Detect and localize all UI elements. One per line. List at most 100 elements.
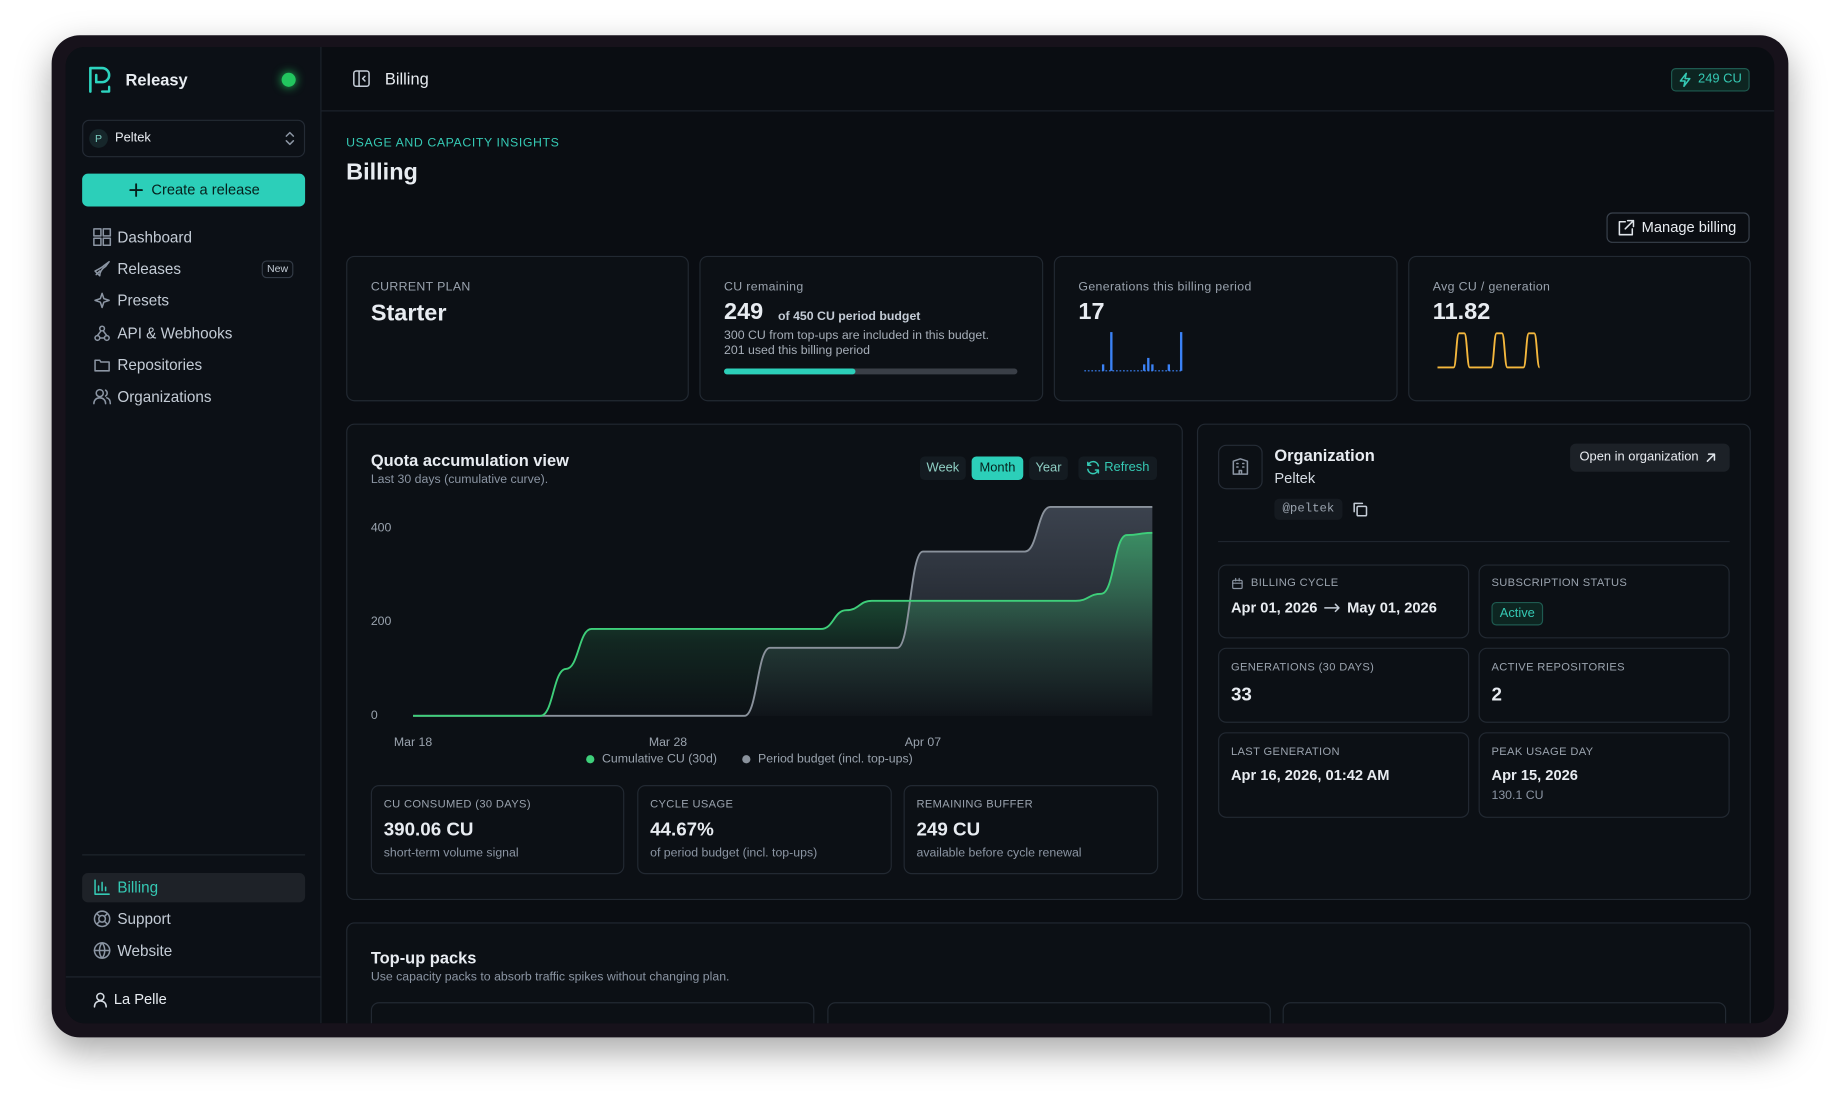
y-tick-label: 400 [371,520,392,534]
metric-note: short-term volume signal [383,845,519,860]
nav-item[interactable]: Website [117,941,173,960]
avg-sparkline [1437,332,1541,369]
support-icon [93,910,111,928]
page-title: Billing [346,159,418,186]
info-card [1218,732,1470,818]
refresh-icon [1087,460,1100,475]
create-release-button[interactable] [82,173,306,207]
x-tick-label: Mar 28 [649,735,687,749]
info-card [1478,647,1730,723]
org-icon-box [1218,444,1263,490]
status-badge: Active [1491,601,1544,626]
progress-fill [724,368,856,375]
refresh-button[interactable] [1078,456,1158,480]
stat-note: 300 CU from top-ups are included in this… [724,328,990,343]
external-icon [1618,219,1635,236]
arrow-up-right-icon [1706,453,1716,462]
bar [1110,332,1113,371]
metric-note: available before cycle renewal [916,845,1082,860]
legend-swatch [586,755,595,764]
brand: Releasy [125,70,188,90]
calendar-icon [1232,577,1243,590]
manage-billing-button[interactable] [1606,212,1750,243]
open-org-label: Open in organization [1579,450,1699,465]
info-label: SUBSCRIPTION STATUS [1491,576,1628,590]
webhooks-icon [94,325,110,342]
info-value: Apr 16, 2026, 01:42 AM [1230,767,1390,784]
chevron-icon [285,131,295,146]
info-value: 2 [1491,685,1502,706]
separator [1218,540,1730,543]
bar [1167,364,1171,371]
user-name[interactable]: La Pelle [113,991,167,1008]
website-icon [93,942,111,959]
range-tab[interactable]: Year [1029,456,1068,480]
range-tab[interactable]: Week [919,456,966,480]
stat-value: 249 [724,299,764,326]
area-fill [413,532,1153,716]
nav-item[interactable]: Dashboard [117,228,192,246]
presets-icon [94,292,110,309]
credits-badge [1671,68,1750,92]
info-label: BILLING CYCLE [1250,576,1339,590]
legend-label: Cumulative CU (30d) [602,751,717,765]
spark-line [1437,332,1541,369]
topup-card[interactable] [827,1002,1271,1024]
metric-label: REMAINING BUFFER [916,798,1033,812]
remaining-card [699,255,1044,402]
nav-item[interactable]: Billing [117,878,159,896]
info-card [1478,732,1730,818]
info-note: 130.1 CU [1491,788,1544,803]
open-org-button[interactable] [1570,443,1730,472]
y-tick-label: 200 [371,614,392,628]
topups-panel [346,922,1751,1024]
topup-card[interactable] [370,1002,815,1024]
topup-card[interactable] [1282,1002,1727,1024]
header-title: Billing [384,69,429,89]
metric-note: of period budget (incl. top-ups) [650,845,818,860]
status-dot [281,72,296,87]
info-label: ACTIVE REPOSITORIES [1491,660,1625,674]
metric-card [637,785,892,875]
stat-value: 17 [1078,299,1105,326]
info-value: Apr 15, 2026 [1491,767,1578,784]
stat-value: 11.82 [1432,299,1491,326]
info-label: PEAK USAGE DAY [1491,745,1594,759]
stat-label: CU remaining [724,280,804,295]
metric-label: CU CONSUMED (30 DAYS) [383,798,531,812]
bolt-icon [1679,72,1691,88]
nav-item[interactable]: Releases [117,259,181,278]
panel-toggle-icon[interactable] [353,70,370,88]
bar [1101,364,1105,371]
legend-swatch [742,755,751,764]
organizations-icon [93,388,112,405]
bar [1143,364,1146,371]
nav-item[interactable]: Presets [117,291,170,310]
quota-chart: 0 200 400 Mar 18 Mar 28 Apr 07 Cumulative CU (… [371,505,1153,765]
bar [1147,357,1150,371]
metric-value: 249 CU [916,820,981,841]
plan-card [346,255,689,402]
nav-item[interactable]: Support [117,910,171,928]
metric-value: 44.67% [650,820,714,841]
series-line [413,531,1153,717]
copy-icon[interactable] [1353,502,1368,517]
org-select[interactable] [82,119,306,158]
panel-title: Quota accumulation view [370,450,569,470]
stat-value: Starter [370,300,447,327]
repositories-icon [94,359,110,372]
y-tick-label: 0 [371,708,378,722]
sidebar [65,46,322,1024]
cycle-start: Apr 01, 2026 [1230,599,1318,616]
range-tab-active[interactable]: Month [971,456,1024,480]
nav-item[interactable]: Repositories [117,356,203,374]
stat-label: Avg CU / generation [1432,280,1551,295]
org-name: Peltek [114,130,151,145]
info-value: 33 [1230,685,1252,706]
arrow-icon [1324,603,1340,613]
nav-item[interactable]: Organizations [117,387,212,406]
nav-item[interactable]: API & Webhooks [117,324,233,343]
create-release-label: Create a release [151,181,260,199]
metric-card [370,785,625,875]
metric-label: CYCLE USAGE [650,798,734,812]
